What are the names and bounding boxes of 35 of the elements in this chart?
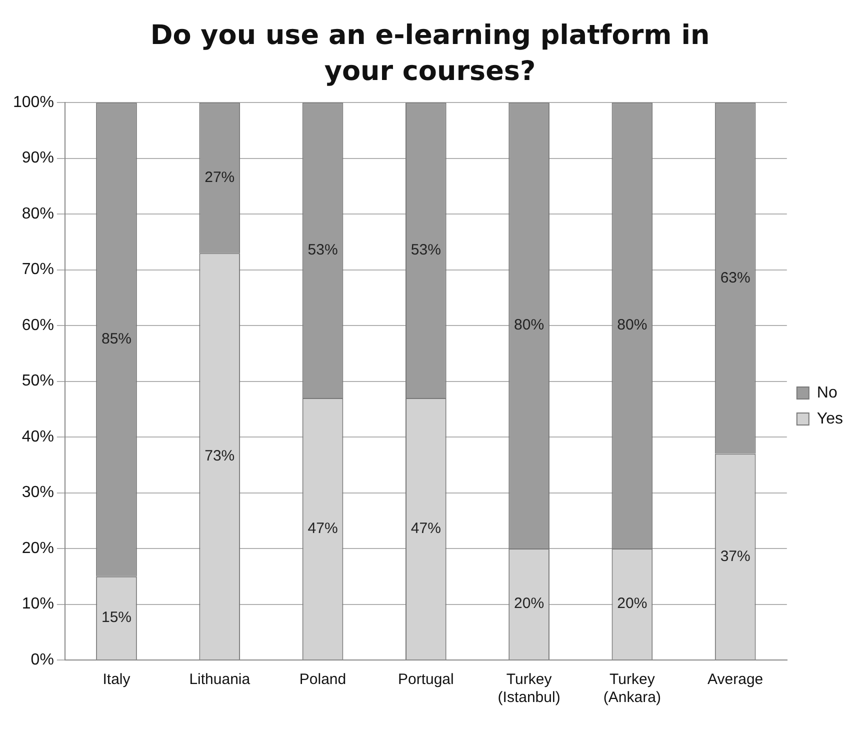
- data-label: 80%: [514, 316, 544, 334]
- data-label: 53%: [410, 241, 441, 258]
- y-tick-label: 90%: [22, 150, 54, 167]
- data-label: 63%: [720, 269, 750, 286]
- data-label: 53%: [308, 241, 338, 258]
- legend-label: Yes: [816, 410, 844, 428]
- data-label: 85%: [101, 330, 132, 348]
- x-tick-label: Turkey (Istanbul): [498, 671, 560, 706]
- data-label: 73%: [204, 447, 235, 464]
- chart-title: Do you use an e-learning platform in your courses?: [150, 19, 710, 89]
- legend-label: No: [816, 384, 838, 402]
- y-tick-label: 40%: [22, 428, 54, 446]
- y-tick-label: 60%: [22, 316, 54, 334]
- data-label: 15%: [101, 609, 132, 626]
- y-tick-label: 10%: [22, 596, 54, 613]
- x-tick-label: Lithuania: [189, 671, 251, 688]
- y-tick-label: 30%: [22, 484, 54, 502]
- x-tick-label: Portugal: [398, 671, 454, 688]
- data-label: 37%: [720, 548, 750, 565]
- y-tick-label: 80%: [22, 205, 54, 222]
- y-tick-label: 20%: [22, 540, 54, 557]
- data-label: 47%: [308, 520, 338, 537]
- x-tick-label: Poland: [299, 671, 346, 688]
- data-label: 80%: [617, 316, 648, 334]
- y-tick-label: 50%: [22, 372, 54, 390]
- data-label: 47%: [410, 520, 441, 537]
- data-label: 20%: [514, 595, 544, 612]
- x-tick-label: Turkey (Ankara): [603, 671, 661, 706]
- y-tick-label: 0%: [30, 651, 54, 668]
- y-tick-label: 100%: [13, 94, 54, 112]
- y-tick-label: 70%: [22, 261, 54, 278]
- x-tick-label: Italy: [102, 671, 131, 688]
- data-label: 20%: [617, 595, 648, 612]
- data-label: 27%: [204, 168, 235, 186]
- x-tick-label: Average: [708, 671, 764, 688]
